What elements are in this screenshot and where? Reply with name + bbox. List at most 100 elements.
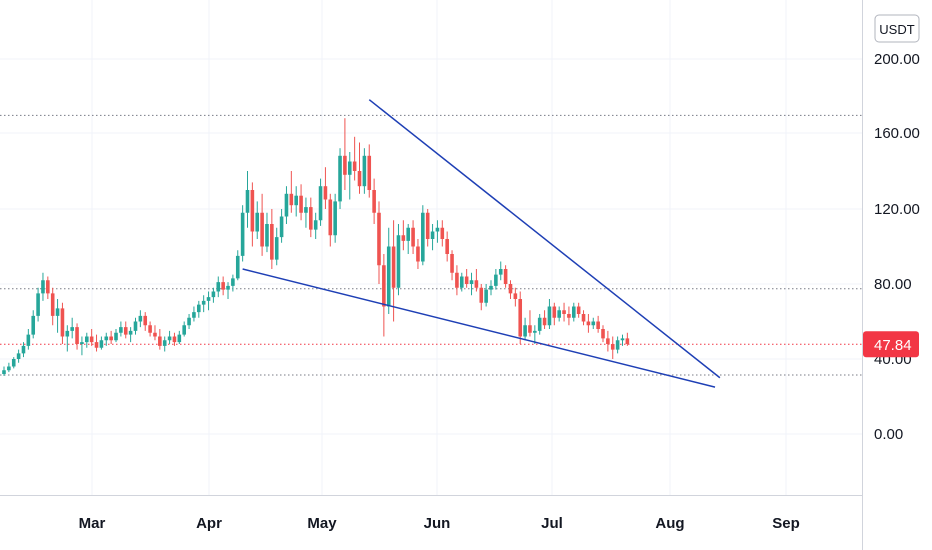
candle-down xyxy=(382,265,386,307)
candle-up xyxy=(406,227,411,241)
candle-up xyxy=(313,220,318,230)
candle-up xyxy=(226,285,230,290)
trendline-upper[interactable] xyxy=(368,99,721,379)
candle-down xyxy=(250,190,255,232)
candle-down xyxy=(148,325,152,333)
candle-down xyxy=(323,186,328,200)
candle-up xyxy=(192,312,196,318)
candle-down xyxy=(143,315,148,326)
candle-up xyxy=(65,330,70,337)
candle-down xyxy=(601,329,605,339)
candle-down xyxy=(158,336,162,346)
candle-up xyxy=(571,306,576,318)
candle-up xyxy=(197,304,201,313)
candle-up xyxy=(338,155,342,202)
y-tick-label: 160.00 xyxy=(874,125,920,142)
candle-up xyxy=(133,321,138,331)
candle-up xyxy=(11,359,16,367)
candle-up xyxy=(31,315,36,335)
candle-down xyxy=(260,212,264,247)
current-price-badge xyxy=(863,331,919,358)
trendline-lower[interactable] xyxy=(242,268,716,388)
candle-up xyxy=(294,195,298,206)
candle-down xyxy=(576,306,581,314)
candle-down xyxy=(357,171,362,187)
candle-down xyxy=(401,235,406,241)
candle-down xyxy=(109,336,113,341)
candle-down xyxy=(610,344,615,350)
candle-down xyxy=(425,212,430,239)
candle-down xyxy=(94,342,99,348)
candle-down xyxy=(46,280,50,294)
candle-up xyxy=(255,212,260,232)
candle-up xyxy=(162,340,167,346)
candle-down xyxy=(528,325,532,333)
x-tick-label: Apr xyxy=(196,515,222,532)
candle-down xyxy=(153,332,157,337)
candle-up xyxy=(523,325,527,337)
candle-up xyxy=(206,297,211,301)
candle-down xyxy=(367,155,372,190)
candle-up xyxy=(469,280,474,284)
candle-down xyxy=(377,212,381,266)
candle-up xyxy=(421,212,425,262)
candle-down xyxy=(542,317,547,326)
candle-up xyxy=(615,340,620,350)
candle-up xyxy=(138,315,143,322)
candle-up xyxy=(304,207,308,213)
currency-unit-label: USDT xyxy=(879,22,914,37)
y-tick-label: 200.00 xyxy=(874,51,920,68)
candle-down xyxy=(567,314,571,318)
candle-up xyxy=(430,231,435,239)
candle-down xyxy=(552,306,557,318)
currency-unit-button[interactable] xyxy=(874,14,920,43)
x-tick-label: May xyxy=(307,515,337,532)
candle-up xyxy=(235,255,240,279)
candle-up xyxy=(99,340,104,348)
candle-up xyxy=(318,186,323,221)
candle-up xyxy=(386,246,391,307)
candle-up xyxy=(279,216,284,238)
y-tick-label: 0.00 xyxy=(874,426,903,443)
candle-down xyxy=(518,299,523,337)
candle-down xyxy=(221,282,225,290)
candle-down xyxy=(586,321,591,326)
candle-up xyxy=(80,342,84,344)
candle-up xyxy=(104,336,109,341)
candle-up xyxy=(211,291,216,298)
candle-down xyxy=(479,287,484,303)
candle-up xyxy=(362,155,367,187)
candle-up xyxy=(620,338,625,341)
candle-up xyxy=(36,293,40,316)
candle-up xyxy=(396,235,401,288)
candle-up xyxy=(333,201,337,236)
candle-down xyxy=(270,224,274,260)
candle-up xyxy=(128,330,133,335)
candle-down xyxy=(445,239,449,254)
candle-down xyxy=(450,254,454,273)
candle-down xyxy=(625,338,630,344)
candle-down xyxy=(416,246,420,262)
candle-up xyxy=(240,212,245,256)
candle-down xyxy=(328,199,333,236)
candle-down xyxy=(60,308,65,337)
candle-down xyxy=(352,161,357,171)
y-tick-label: 120.00 xyxy=(874,201,920,218)
candle-down xyxy=(372,190,376,213)
candle-up xyxy=(498,269,503,275)
candle-up xyxy=(547,306,552,326)
candle-down xyxy=(299,195,303,213)
candle-up xyxy=(591,321,596,326)
candle-up xyxy=(70,327,74,331)
candle-up xyxy=(484,289,488,303)
candle-up xyxy=(265,224,269,247)
candle-up xyxy=(284,193,289,217)
candle-up xyxy=(16,353,21,359)
candle-up xyxy=(216,282,221,292)
candle-up xyxy=(231,278,235,286)
candle-down xyxy=(50,293,55,316)
candle-up xyxy=(347,161,352,175)
x-tick-label: Jun xyxy=(424,515,451,532)
